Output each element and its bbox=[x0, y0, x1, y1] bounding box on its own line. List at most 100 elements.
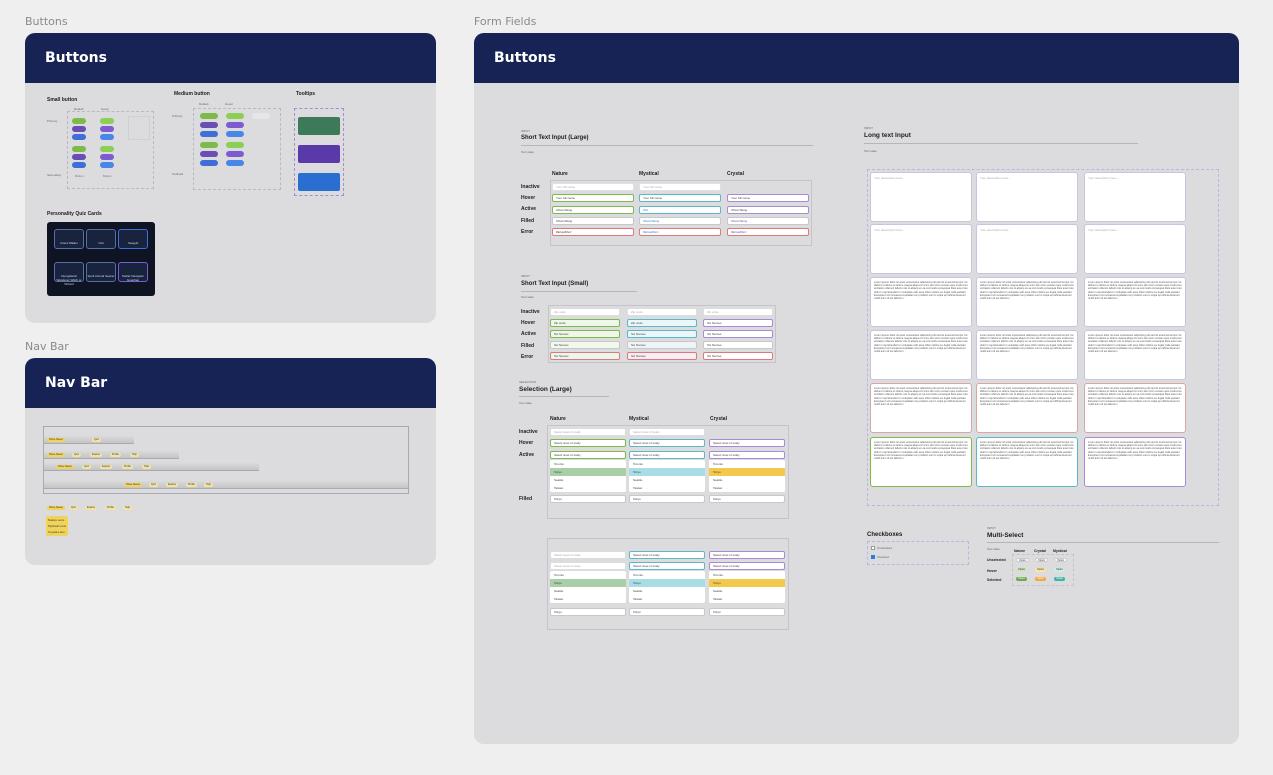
selection-nature-filled[interactable]: Tokyo bbox=[550, 495, 626, 503]
multi-chip-nature-hover[interactable]: Option bbox=[1016, 568, 1028, 572]
selection-crystal-active[interactable]: Select level of study bbox=[709, 451, 785, 459]
short-small-nature-filled[interactable]: Six Names bbox=[550, 341, 620, 349]
small-button-mystical-hover-2[interactable] bbox=[100, 154, 114, 160]
quiz-card-5[interactable]: Spirit Animal Seeker bbox=[86, 262, 116, 282]
selection-mystical-option-3[interactable]: Seattle bbox=[633, 478, 643, 482]
navbar-frame[interactable]: Nav Bar Home Sweet Quiz Home Sweet Quiz … bbox=[25, 358, 436, 565]
selection-crystal-option-3[interactable]: Seattle bbox=[713, 478, 723, 482]
small-button-mystical-hover[interactable] bbox=[100, 126, 114, 132]
short-small-mystical-active[interactable]: Six Names bbox=[627, 330, 697, 338]
medium-button-mystical[interactable] bbox=[200, 122, 218, 128]
selection-small-crystal-option-3[interactable]: Seattle bbox=[713, 589, 723, 593]
navbar-3-quiz[interactable]: Quiz bbox=[82, 465, 91, 469]
quiz-card-4[interactable]: Intergalactic Wanderer Witch or Wizard bbox=[54, 262, 84, 286]
selection-small-mystical-filled[interactable]: Tokyo bbox=[629, 608, 705, 616]
selection-small-nature-option-2[interactable]: Tokyo bbox=[550, 579, 626, 587]
navbar-1-home[interactable]: Home Sweet bbox=[47, 438, 65, 442]
frame-label-formfields[interactable]: Form Fields bbox=[474, 15, 537, 28]
multi-chip-nature-selected[interactable]: Option bbox=[1016, 577, 1028, 581]
medium-button-nature-hover-2[interactable] bbox=[226, 142, 244, 148]
navbar-4-explore[interactable]: Explore bbox=[166, 483, 179, 487]
selection-small-nature-option-1[interactable]: Toronto bbox=[554, 573, 565, 577]
long-text-card-15[interactable]: Lorem ipsum dolor sit amet consectetur a… bbox=[1084, 383, 1186, 433]
small-button-nature-hover[interactable] bbox=[100, 118, 114, 124]
medium-button-crystal-hover-2[interactable] bbox=[226, 160, 244, 166]
small-button-crystal[interactable] bbox=[72, 134, 86, 140]
multi-chip-nature-unselected[interactable]: Option bbox=[1016, 558, 1030, 562]
short-large-nature-active[interactable]: Olivia Wang bbox=[552, 206, 634, 214]
short-large-mystical-inactive[interactable]: Your full name bbox=[639, 183, 721, 191]
selection-small-nature-filled[interactable]: Tokyo bbox=[550, 608, 626, 616]
selection-small-crystal-option-2[interactable]: Tokyo bbox=[709, 579, 785, 587]
short-small-mystical-inactive[interactable]: Zip code bbox=[627, 308, 697, 316]
medium-button-mystical-hover-2[interactable] bbox=[226, 151, 244, 157]
short-large-nature-hover[interactable]: Your full name bbox=[552, 194, 634, 202]
long-text-card-6[interactable]: Your description here... bbox=[1084, 224, 1186, 274]
navbar-chip-explore[interactable]: Explore bbox=[85, 506, 98, 510]
multi-chip-crystal-selected[interactable]: Option bbox=[1035, 577, 1047, 581]
short-large-crystal-error[interactable]: #Eriqw$hcz bbox=[727, 228, 809, 236]
selection-nature-option-1[interactable]: Toronto bbox=[554, 462, 565, 466]
short-small-mystical-error[interactable]: Six Names bbox=[627, 352, 697, 360]
short-small-nature-active[interactable]: Six Names bbox=[550, 330, 620, 338]
small-button-nature[interactable] bbox=[72, 118, 86, 124]
short-small-crystal-hover[interactable]: Six Names bbox=[703, 319, 773, 327]
small-button-nature-hover-2[interactable] bbox=[100, 146, 114, 152]
navbar-chip-profile[interactable]: Profile bbox=[105, 506, 116, 510]
medium-button-disabled[interactable] bbox=[252, 113, 270, 119]
selection-mystical-active[interactable]: Select level of study bbox=[629, 451, 705, 459]
small-button-text-2[interactable]: Button bbox=[103, 174, 112, 178]
long-text-card-8[interactable]: Lorem ipsum dolor sit amet consectetur a… bbox=[976, 277, 1078, 327]
selection-small-mystical-option-4[interactable]: Taiwan bbox=[633, 597, 643, 601]
navbar-list-item-3[interactable]: Crystal Lens bbox=[48, 530, 65, 534]
selection-crystal-filled[interactable]: Tokyo bbox=[709, 495, 785, 503]
short-small-crystal-inactive[interactable]: Zip code bbox=[703, 308, 773, 316]
quiz-card-1[interactable]: Cloud Walker bbox=[54, 229, 84, 249]
multi-chip-crystal-unselected[interactable]: Option bbox=[1035, 558, 1049, 562]
selection-small-nature-option-3[interactable]: Seattle bbox=[554, 589, 564, 593]
navbar-1-quiz[interactable]: Quiz bbox=[92, 438, 101, 442]
medium-button-mystical-2[interactable] bbox=[200, 151, 218, 157]
multi-chip-mystical-selected[interactable]: Option bbox=[1054, 577, 1066, 581]
selection-small-crystal-hover[interactable]: Select level of study bbox=[709, 551, 785, 559]
selection-nature-option-2[interactable]: Tokyo bbox=[550, 468, 626, 476]
navbar-2-quiz[interactable]: Quiz bbox=[72, 453, 81, 457]
long-text-card-18[interactable]: Lorem ipsum dolor sit amet consectetur a… bbox=[1084, 437, 1186, 487]
medium-button-mystical-hover[interactable] bbox=[226, 122, 244, 128]
selection-small-mystical-hover[interactable]: Select level of study bbox=[629, 551, 705, 559]
selection-nature-option-3[interactable]: Seattle bbox=[554, 478, 564, 482]
short-small-nature-inactive[interactable]: Zip code bbox=[550, 308, 620, 316]
quiz-card-6[interactable]: Stellar Navigator Guardian bbox=[118, 262, 148, 282]
selection-nature-hover[interactable]: Select level of study bbox=[550, 439, 626, 447]
short-large-nature-inactive[interactable]: Your full name bbox=[552, 183, 634, 191]
multi-chip-mystical-hover[interactable]: Option bbox=[1054, 568, 1066, 572]
checkbox-checked[interactable] bbox=[871, 555, 875, 559]
long-text-card-3[interactable]: Your description here... bbox=[1084, 172, 1186, 222]
medium-button-nature-hover[interactable] bbox=[226, 113, 244, 119]
navbar-chip-home[interactable]: Home Sweet bbox=[47, 506, 65, 510]
short-small-nature-hover[interactable]: Zip code bbox=[550, 319, 620, 327]
multi-chip-crystal-hover[interactable]: Option bbox=[1035, 568, 1047, 572]
navbar-3-explore[interactable]: Explore bbox=[100, 465, 113, 469]
navbar-4-help[interactable]: Help bbox=[204, 483, 213, 487]
selection-crystal-option-1[interactable]: Toronto bbox=[713, 462, 724, 466]
short-small-crystal-active[interactable]: Six Names bbox=[703, 330, 773, 338]
frame-label-navbar[interactable]: Nav Bar bbox=[25, 340, 69, 353]
multi-chip-mystical-unselected[interactable]: Option bbox=[1054, 558, 1068, 562]
short-large-mystical-active[interactable]: Oliv bbox=[639, 206, 721, 214]
short-large-mystical-error[interactable]: #Eriqw$hcz bbox=[639, 228, 721, 236]
selection-mystical-inactive[interactable]: Select level of study bbox=[629, 428, 705, 436]
selection-small-nature-active[interactable]: Select level of study bbox=[550, 562, 626, 570]
long-text-card-5[interactable]: Your description here... bbox=[976, 224, 1078, 274]
navbar-2-home[interactable]: Home Sweet bbox=[47, 453, 65, 457]
long-text-card-2[interactable]: Your description here... bbox=[976, 172, 1078, 222]
selection-crystal-option-4[interactable]: Taiwan bbox=[713, 486, 723, 490]
short-small-crystal-error[interactable]: Six Names bbox=[703, 352, 773, 360]
long-text-card-4[interactable]: Your description here... bbox=[870, 224, 972, 274]
small-button-nature-2[interactable] bbox=[72, 146, 86, 152]
small-button-crystal-2[interactable] bbox=[72, 162, 86, 168]
buttons-frame[interactable]: Buttons Small button Default Hover Prima… bbox=[25, 33, 436, 323]
short-large-nature-filled[interactable]: Olivia Wang bbox=[552, 217, 634, 225]
short-small-crystal-filled[interactable]: Six Names bbox=[703, 341, 773, 349]
small-button-mystical[interactable] bbox=[72, 126, 86, 132]
